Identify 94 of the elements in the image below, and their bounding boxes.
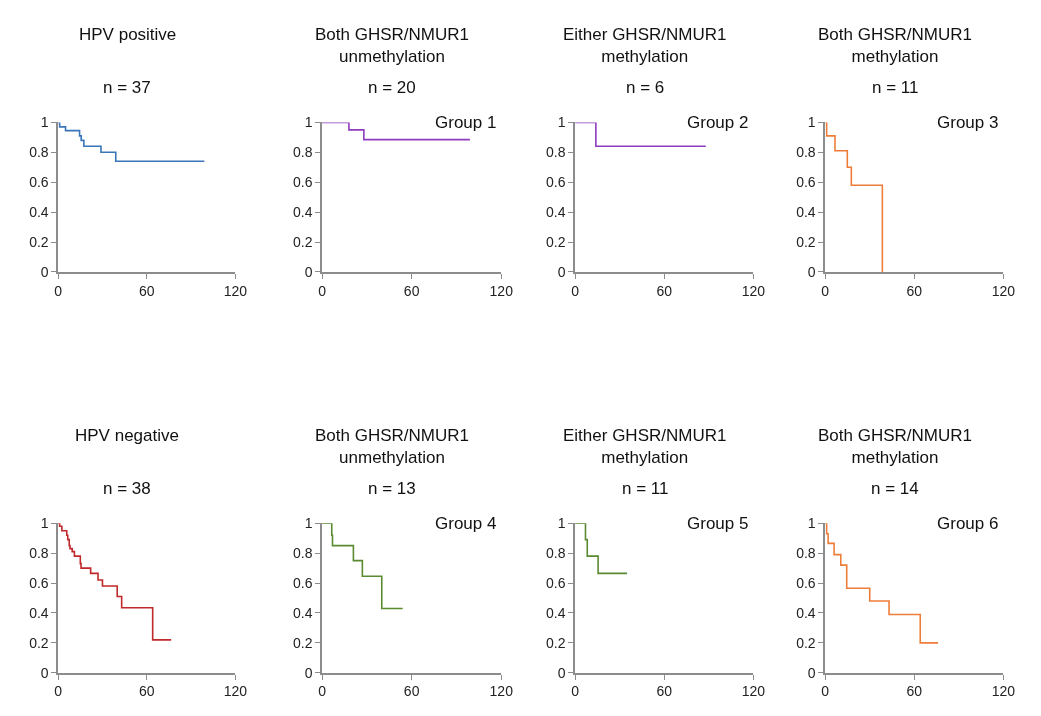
x-tick-label: 60 [403, 282, 420, 299]
chart-title: Both GHSR/NMUR1 methylation [818, 426, 972, 468]
x-tick-label: 0 [821, 683, 830, 700]
y-tick-label: 0 [40, 263, 49, 280]
chart-title: Either GHSR/NMUR1 methylation [563, 426, 727, 468]
chart-title: HPV positive [79, 25, 177, 44]
chart-subtitle: n = 37 [103, 78, 151, 97]
y-tick-label: 0.6 [29, 574, 49, 591]
y-tick-label: 0.2 [796, 634, 816, 651]
y-tick-label: 0 [557, 664, 566, 681]
y-tick-label: 0.8 [796, 545, 816, 562]
y-tick-label: 1 [807, 114, 816, 131]
y-tick-label: 1 [40, 114, 49, 131]
annotation: Group 3 [937, 113, 999, 132]
x-tick-label: 0 [571, 282, 580, 299]
y-tick-label: 0.2 [796, 233, 816, 250]
x-tick-label: 60 [656, 282, 673, 299]
y-tick-label: 0.2 [546, 233, 566, 250]
y-tick-label: 0.4 [796, 204, 816, 221]
y-tick-label: 0.6 [29, 174, 49, 191]
y-tick-label: 0.8 [796, 144, 816, 161]
x-tick-label: 60 [906, 282, 923, 299]
y-tick-label: 0.4 [293, 604, 313, 621]
y-tick-label: 0 [304, 664, 313, 681]
annotation: Group 6 [937, 514, 999, 533]
chart-title: Both GHSR/NMUR1 unmethylation [315, 426, 469, 468]
x-tick-label: 60 [138, 683, 155, 700]
chart-subtitle: n = 6 [626, 78, 665, 97]
x-tick-label: 120 [489, 282, 514, 299]
y-tick-label: 0.4 [546, 604, 566, 621]
y-tick-label: 0.2 [293, 634, 313, 651]
y-tick-label: 0.8 [546, 144, 566, 161]
chart-subtitle: n = 11 [872, 78, 919, 97]
chart-title: Either GHSR/NMUR1 methylation [563, 25, 727, 67]
x-tick-label: 120 [991, 683, 1016, 700]
chart-subtitle: n = 38 [103, 479, 151, 498]
y-tick-label: 0.6 [293, 574, 313, 591]
y-tick-label: 0.6 [293, 174, 313, 191]
y-tick-label: 0.2 [293, 233, 313, 250]
y-tick-label: 0 [807, 664, 816, 681]
chart-subtitle: n = 11 [622, 479, 669, 498]
y-tick-label: 1 [557, 114, 566, 131]
y-tick-label: 0.6 [796, 174, 816, 191]
y-tick-label: 1 [304, 114, 313, 131]
y-tick-label: 0.4 [29, 604, 49, 621]
x-tick-label: 0 [54, 683, 63, 700]
x-tick-label: 120 [741, 282, 766, 299]
y-tick-label: 0.6 [546, 574, 566, 591]
x-tick-label: 60 [656, 683, 673, 700]
chart-subtitle: n = 14 [871, 479, 919, 498]
x-tick-label: 0 [54, 282, 63, 299]
y-tick-label: 0.8 [293, 144, 313, 161]
y-tick-label: 0.2 [29, 233, 49, 250]
y-tick-label: 0.8 [293, 545, 313, 562]
y-tick-label: 0.4 [293, 204, 313, 221]
x-tick-label: 0 [318, 683, 327, 700]
annotation: Group 2 [687, 113, 749, 132]
x-tick-label: 120 [489, 683, 514, 700]
y-tick-label: 0.4 [796, 604, 816, 621]
y-tick-label: 0.6 [796, 574, 816, 591]
x-tick-label: 120 [223, 282, 248, 299]
y-tick-label: 0 [557, 263, 566, 280]
chart-title: Both GHSR/NMUR1 unmethylation [315, 25, 469, 67]
x-tick-label: 120 [223, 683, 248, 700]
chart-title: HPV negative [75, 426, 179, 445]
y-tick-label: 0.4 [546, 204, 566, 221]
y-tick-label: 0.8 [546, 545, 566, 562]
y-tick-label: 0.8 [29, 545, 49, 562]
chart-subtitle: n = 20 [368, 78, 416, 97]
chart-title: Both GHSR/NMUR1 methylation [818, 25, 972, 67]
y-tick-label: 0.6 [546, 174, 566, 191]
y-tick-label: 0 [304, 263, 313, 280]
x-tick-label: 0 [318, 282, 327, 299]
annotation: Group 4 [435, 514, 497, 533]
y-tick-label: 1 [807, 515, 816, 532]
y-tick-label: 1 [557, 515, 566, 532]
x-tick-label: 60 [138, 282, 155, 299]
y-tick-label: 0.2 [29, 634, 49, 651]
annotation: Group 5 [687, 514, 749, 533]
x-tick-label: 60 [906, 683, 923, 700]
x-tick-label: 0 [571, 683, 580, 700]
y-tick-label: 0.2 [546, 634, 566, 651]
y-tick-label: 0 [807, 263, 816, 280]
chart-subtitle: n = 13 [368, 479, 416, 498]
y-tick-label: 1 [304, 515, 313, 532]
y-tick-label: 1 [40, 515, 49, 532]
x-tick-label: 60 [403, 683, 420, 700]
y-tick-label: 0 [40, 664, 49, 681]
x-tick-label: 120 [991, 282, 1016, 299]
x-tick-label: 0 [821, 282, 830, 299]
x-tick-label: 120 [741, 683, 766, 700]
annotation: Group 1 [435, 113, 497, 132]
y-tick-label: 0.8 [29, 144, 49, 161]
y-tick-label: 0.4 [29, 204, 49, 221]
